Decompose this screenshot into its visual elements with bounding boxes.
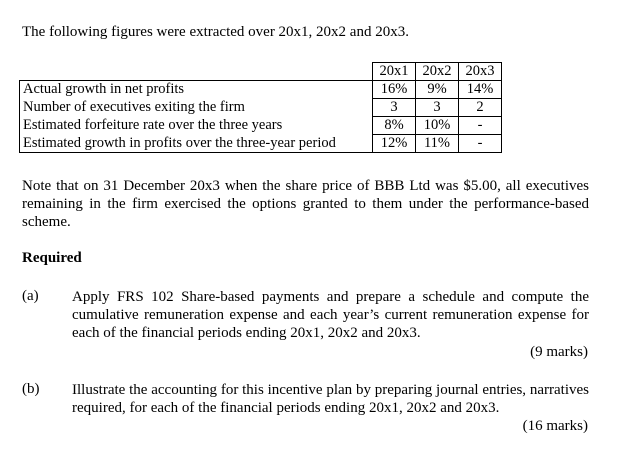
cell-20x3: - — [458, 116, 502, 135]
cell-20x3: 2 — [458, 98, 502, 117]
cell-20x1: 16% — [372, 80, 416, 99]
question-a-label: (a) — [22, 288, 39, 304]
row-label: Actual growth in net profits — [19, 80, 373, 99]
header-20x3: 20x3 — [458, 62, 502, 81]
cell-20x1: 8% — [372, 116, 416, 135]
cell-20x2: 9% — [415, 80, 459, 99]
required-heading: Required — [22, 250, 82, 266]
header-20x2: 20x2 — [415, 62, 459, 81]
row-label: Estimated forfeiture rate over the three… — [19, 116, 373, 135]
row-label: Number of executives exiting the firm — [19, 98, 373, 117]
cell-20x2: 11% — [415, 134, 459, 153]
cell-20x1: 12% — [372, 134, 416, 153]
table-row: Estimated forfeiture rate over the three… — [19, 116, 502, 135]
intro-text: The following figures were extracted ove… — [22, 24, 409, 40]
header-20x1: 20x1 — [372, 62, 416, 81]
figures-table: 20x1 20x2 20x3 Actual growth in net prof… — [19, 62, 502, 153]
cell-20x3: 14% — [458, 80, 502, 99]
table-row: Number of executives exiting the firm 3 … — [19, 98, 502, 117]
cell-20x2: 10% — [415, 116, 459, 135]
question-b-marks: (16 marks) — [522, 418, 588, 434]
cell-20x1: 3 — [372, 98, 416, 117]
question-b-text: Illustrate the accounting for this incen… — [72, 382, 589, 416]
row-label: Estimated growth in profits over the thr… — [19, 134, 373, 153]
question-a-marks: (9 marks) — [530, 344, 588, 360]
table-row: Estimated growth in profits over the thr… — [19, 134, 502, 153]
question-b-label: (b) — [22, 381, 40, 397]
header-blank-cell — [19, 62, 373, 81]
question-a-text: Apply FRS 102 Share-based payments and p… — [72, 289, 589, 341]
cell-20x3: - — [458, 134, 502, 153]
note-paragraph: Note that on 31 December 20x3 when the s… — [22, 178, 589, 230]
table-header-row: 20x1 20x2 20x3 — [19, 62, 502, 81]
table-row: Actual growth in net profits 16% 9% 14% — [19, 80, 502, 99]
cell-20x2: 3 — [415, 98, 459, 117]
